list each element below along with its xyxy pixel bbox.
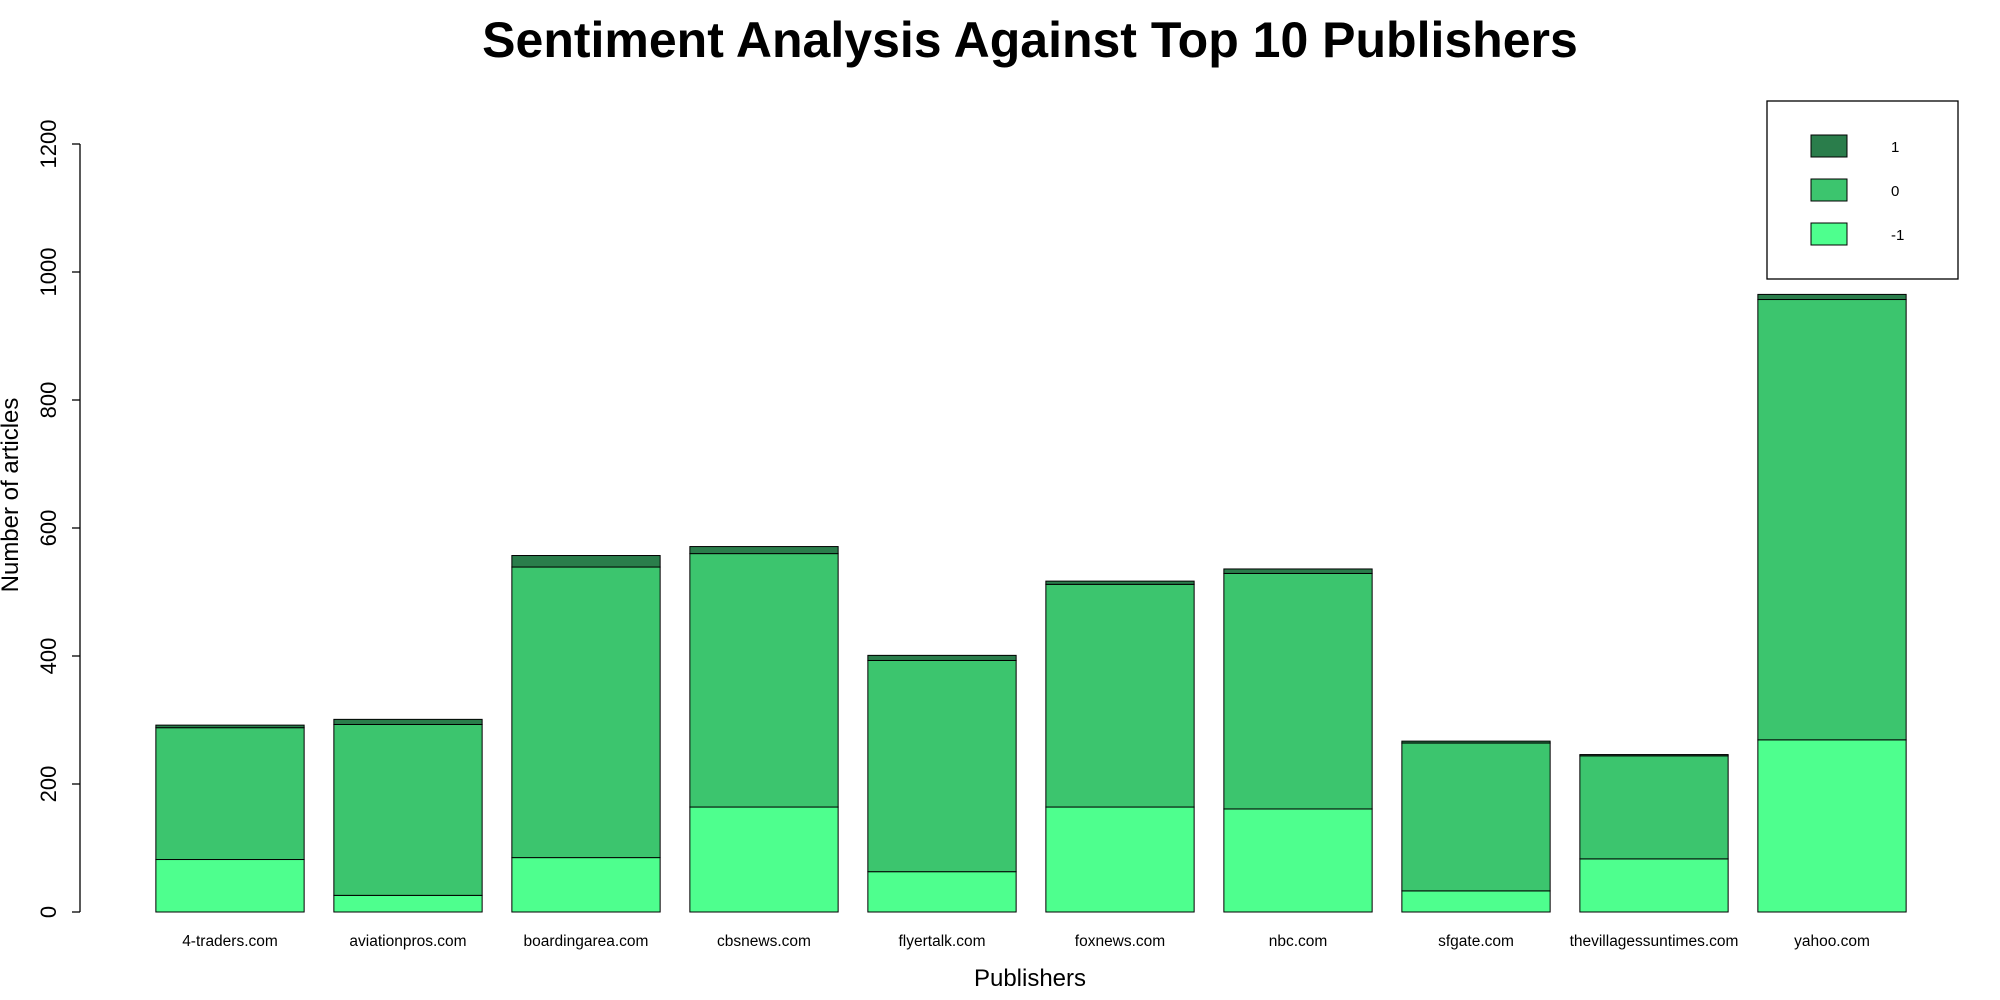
y-tick-label: 0 (36, 906, 61, 918)
bar-group (867, 654, 1017, 913)
bar-segment-sentiment-1 (511, 555, 661, 568)
legend: 1 0 -1 (1766, 100, 1959, 280)
bar-segment-sentiment-0 (333, 723, 483, 896)
x-axis-label: Publishers (974, 965, 1086, 992)
bar-group (155, 724, 305, 913)
bar-group (1045, 580, 1195, 913)
y-tick-label: 600 (36, 510, 61, 547)
bar-segment-sentiment-0 (1757, 299, 1907, 741)
bar-segment-sentiment-0 (1045, 583, 1195, 808)
x-tick-label: flyertalk.com (899, 933, 986, 950)
x-tick-label: yahoo.com (1794, 933, 1870, 950)
bar-groups (155, 293, 1907, 913)
bar-segment-sentiment-1 (1579, 754, 1729, 757)
x-tick-label: cbsnews.com (717, 933, 811, 950)
y-tick-label: 400 (36, 638, 61, 675)
bar-segment-sentiment-1 (155, 724, 305, 729)
bar-segment-sentiment-neg1 (867, 871, 1017, 913)
bar-group (1401, 740, 1551, 913)
bar-segment-sentiment-0 (155, 727, 305, 861)
legend-label: 1 (1891, 139, 1899, 156)
bar-segment-sentiment-0 (867, 659, 1017, 873)
legend-swatch (1810, 178, 1848, 202)
bar-group (1579, 754, 1729, 913)
legend-box (1766, 100, 1959, 280)
bar-segment-sentiment-neg1 (689, 806, 839, 913)
x-tick-label: aviationpros.com (349, 933, 466, 950)
y-axis: 0 200 400 600 800 1000 1200 (36, 120, 81, 918)
bar-segment-sentiment-0 (689, 553, 839, 808)
legend-label: -1 (1891, 227, 1904, 244)
bar-segment-sentiment-0 (511, 566, 661, 859)
y-axis-label: Number of articles (0, 398, 24, 593)
bar-segment-sentiment-neg1 (511, 857, 661, 913)
bar-segment-sentiment-1 (1757, 293, 1907, 301)
x-tick-label: 4-traders.com (182, 933, 278, 950)
bar-segment-sentiment-1 (333, 718, 483, 725)
bar-group (689, 546, 839, 913)
bar-segment-sentiment-neg1 (1401, 890, 1551, 913)
y-tick-label: 1200 (36, 120, 61, 169)
bar-segment-sentiment-neg1 (1045, 806, 1195, 913)
x-tick-label: sfgate.com (1438, 933, 1514, 950)
bar-segment-sentiment-1 (867, 654, 1017, 661)
x-tick-label: foxnews.com (1075, 933, 1165, 950)
bar-segment-sentiment-1 (689, 546, 839, 555)
bar-segment-sentiment-1 (1223, 568, 1373, 574)
bar-group (511, 555, 661, 913)
bar-segment-sentiment-0 (1401, 742, 1551, 892)
bar-group (1757, 293, 1907, 913)
bar-group (1223, 568, 1373, 913)
x-tick-labels: 4-traders.com aviationpros.com boardingare… (182, 933, 1870, 950)
x-tick-label: thevillagessuntimes.com (1570, 933, 1739, 950)
bar-group (333, 718, 483, 913)
bar-segment-sentiment-1 (1401, 740, 1551, 744)
y-tick-label: 200 (36, 766, 61, 803)
legend-swatch (1810, 222, 1848, 246)
y-tick-label: 1000 (36, 248, 61, 297)
legend-label: 0 (1891, 183, 1899, 200)
bar-segment-sentiment-neg1 (1223, 808, 1373, 913)
x-tick-label: boardingarea.com (524, 933, 649, 950)
bar-segment-sentiment-1 (1045, 580, 1195, 585)
bar-segment-sentiment-neg1 (1757, 739, 1907, 913)
chart-title: Sentiment Analysis Against Top 10 Publis… (482, 12, 1578, 68)
bar-segment-sentiment-neg1 (1579, 858, 1729, 913)
x-tick-label: nbc.com (1269, 933, 1328, 950)
bar-segment-sentiment-neg1 (333, 894, 483, 913)
bar-segment-sentiment-0 (1223, 572, 1373, 810)
y-tick-label: 800 (36, 382, 61, 419)
legend-swatch (1810, 134, 1848, 158)
bar-segment-sentiment-neg1 (155, 859, 305, 913)
bar-segment-sentiment-0 (1579, 755, 1729, 860)
